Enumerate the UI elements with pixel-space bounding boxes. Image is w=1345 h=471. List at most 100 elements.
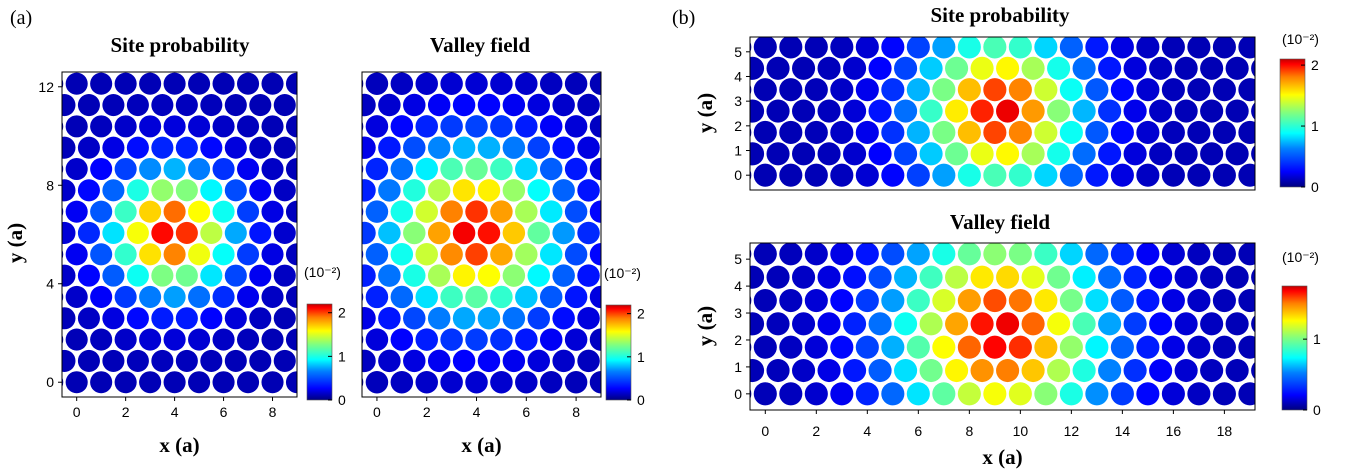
site: [750, 56, 765, 80]
site: [1085, 382, 1109, 406]
site: [1200, 56, 1224, 80]
site: [126, 264, 149, 287]
site-circles: [750, 37, 1255, 187]
site: [477, 179, 501, 202]
site: [1123, 99, 1147, 123]
site: [285, 115, 297, 138]
site: [362, 163, 364, 175]
site: [175, 94, 198, 117]
site: [102, 94, 125, 117]
site: [515, 200, 538, 223]
site: [539, 328, 563, 351]
site: [465, 243, 488, 266]
site: [273, 307, 296, 330]
site: [415, 285, 438, 309]
site: [452, 349, 476, 373]
site: [114, 115, 137, 138]
site: [273, 221, 296, 245]
site: [1047, 142, 1071, 166]
site: [403, 307, 426, 330]
site: [1021, 312, 1045, 336]
site: [894, 358, 918, 383]
site: [894, 312, 918, 336]
site: [906, 78, 930, 102]
site: [212, 328, 235, 351]
site: [970, 142, 994, 166]
site: [868, 312, 892, 336]
site: [564, 200, 588, 223]
site: [577, 136, 600, 159]
site: [378, 349, 401, 373]
site: [224, 136, 247, 159]
site: [830, 78, 854, 102]
site: [1212, 382, 1236, 406]
site: [589, 157, 601, 181]
site: [163, 72, 186, 95]
site: [589, 72, 601, 95]
site: [237, 243, 260, 266]
site: [855, 335, 879, 359]
site: [365, 285, 389, 309]
site: [957, 243, 981, 266]
site: [996, 99, 1020, 123]
site: [919, 265, 943, 289]
colorbar-tick-label: 0: [1311, 179, 1319, 195]
site: [766, 312, 790, 336]
site: [273, 136, 296, 159]
site: [163, 115, 186, 138]
site: [415, 72, 438, 95]
x-tick-label: 6: [220, 404, 228, 420]
site: [65, 200, 88, 223]
site: [1110, 243, 1134, 266]
site: [932, 78, 956, 102]
site: [804, 37, 828, 59]
site: [830, 288, 854, 313]
site: [1059, 335, 1083, 359]
colorbar-tick-label: 1: [1313, 331, 1321, 347]
site: [983, 163, 1007, 187]
site: [817, 265, 841, 289]
x-tick-label: 4: [473, 404, 481, 420]
site: [1174, 358, 1198, 383]
site: [970, 56, 994, 80]
site: [415, 115, 438, 138]
site: [1110, 37, 1134, 59]
site: [1187, 382, 1211, 406]
x-tick-label: 0: [761, 423, 769, 439]
site: [1072, 265, 1096, 289]
site: [1251, 59, 1255, 77]
site: [465, 370, 488, 394]
site: [804, 288, 828, 313]
site: [843, 358, 867, 383]
site: [957, 335, 981, 359]
site: [163, 243, 186, 266]
site: [1072, 99, 1096, 123]
site: [273, 349, 296, 372]
site: [881, 288, 905, 313]
site: [894, 56, 918, 80]
site: [273, 94, 296, 117]
site: [1098, 56, 1122, 80]
site: [1174, 99, 1198, 123]
site: [945, 265, 969, 289]
site: [983, 78, 1007, 102]
site: [114, 243, 137, 266]
colorbar-tick-label: 0: [637, 392, 645, 408]
colorbar-label: (10⁻²): [304, 264, 341, 280]
site: [1098, 99, 1122, 123]
site: [1021, 358, 1045, 383]
x-tick-label: 0: [373, 404, 381, 420]
site: [1200, 265, 1224, 289]
site: [753, 288, 777, 313]
plot-frame: [749, 36, 1256, 191]
site: [1200, 358, 1224, 383]
site: [378, 264, 401, 287]
site: [188, 115, 211, 138]
site: [804, 78, 828, 102]
site: [855, 288, 879, 313]
site: [490, 200, 513, 223]
site: [1123, 312, 1147, 336]
site: [224, 307, 247, 330]
site: [114, 157, 137, 181]
site: [77, 94, 100, 117]
